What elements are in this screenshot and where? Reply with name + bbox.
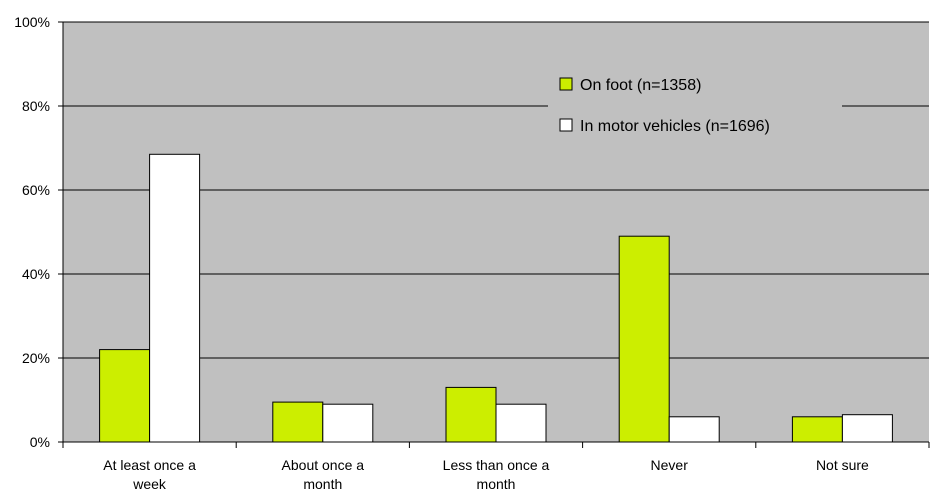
x-tick-label: At least once a week	[103, 457, 196, 492]
x-tick-label-line: month	[477, 476, 516, 492]
legend-swatch	[559, 118, 573, 132]
axes	[62, 22, 929, 443]
bar	[445, 386, 497, 443]
y-tick-label: 0%	[30, 434, 50, 450]
y-tick-label: 20%	[22, 350, 50, 366]
legend-box	[548, 64, 842, 149]
legend: On foot (n=1358) In motor vehicles (n=169…	[548, 64, 842, 149]
bar	[791, 416, 843, 443]
x-tick-label: Never	[651, 457, 689, 473]
x-tick-label-line: Never	[651, 457, 689, 473]
bar	[149, 153, 201, 443]
x-tick-label-line: month	[303, 476, 342, 492]
bar	[618, 235, 670, 443]
bar	[841, 414, 893, 443]
y-tick-label: 80%	[22, 98, 50, 114]
bars	[99, 153, 893, 443]
x-tick-label-line: At least once a	[103, 457, 196, 473]
y-tick-label: 40%	[22, 266, 50, 282]
x-tick-label-line: week	[132, 476, 167, 492]
bar	[99, 349, 151, 443]
x-tick-label: Less than once a month	[443, 457, 550, 492]
y-tick-label: 60%	[22, 182, 50, 198]
bar	[322, 403, 374, 443]
bar	[495, 403, 547, 443]
x-tick-label-line: About once a	[282, 457, 365, 473]
gridlines	[63, 21, 929, 359]
y-axis-ticks: 0% 20% 40% 60% 80% 100%	[14, 14, 63, 450]
x-tick-label: Not sure	[816, 457, 869, 473]
x-tick-label-line: Not sure	[816, 457, 869, 473]
bar	[272, 401, 324, 443]
legend-swatch	[559, 77, 573, 91]
x-tick-label-line: Less than once a	[443, 457, 550, 473]
legend-label: On foot (n=1358)	[580, 77, 701, 94]
y-tick-label: 100%	[14, 14, 50, 30]
x-tick-label: About once a month	[282, 457, 365, 492]
bar	[668, 416, 720, 443]
legend-label: In motor vehicles (n=1696)	[580, 118, 770, 135]
